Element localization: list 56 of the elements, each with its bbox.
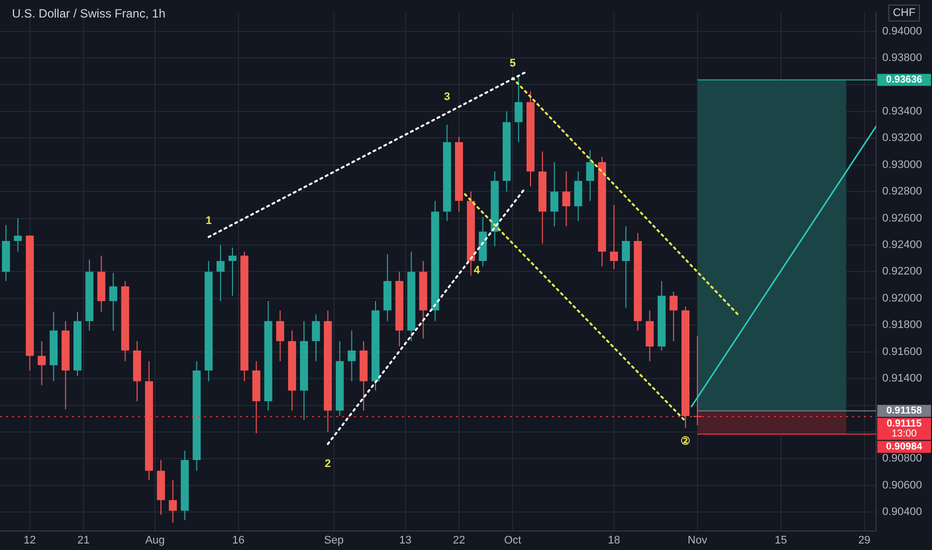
y-tick-label: 0.91800: [882, 319, 922, 332]
y-tick-label: 0.92600: [882, 212, 922, 224]
y-tick-label: 0.92000: [882, 292, 922, 304]
y-axis-title: CHF: [892, 7, 916, 20]
y-tick-label: 0.91400: [882, 372, 922, 385]
y-tick-label: 0.94000: [882, 25, 922, 38]
x-tick-label: 13: [399, 534, 412, 546]
candlestick: [38, 340, 46, 386]
candlestick: [312, 314, 320, 362]
y-tick-label: 0.90800: [882, 452, 922, 465]
chart-title: U.S. Dollar / Swiss Franc, 1h: [12, 6, 166, 20]
annotation: 2: [324, 458, 331, 470]
x-tick-label: Aug: [145, 534, 165, 546]
y-tick-label: 0.92200: [882, 266, 922, 278]
y-tick-label: 0.92400: [882, 239, 922, 252]
x-tick-label: 29: [858, 534, 870, 546]
candlestick: [276, 310, 284, 362]
annotation: 3: [444, 90, 450, 103]
y-tick-label: 0.90400: [882, 506, 922, 518]
candlestick: [550, 162, 558, 227]
candlestick: [562, 171, 570, 227]
y-tick-label: 0.93400: [882, 105, 922, 118]
annotation: 5: [510, 57, 516, 70]
y-tick-label: 0.93200: [882, 132, 922, 144]
ref-line-label: 0.93636: [886, 74, 923, 86]
x-tick-label: 12: [24, 534, 36, 546]
x-tick-label: 22: [452, 534, 466, 546]
annotation: 1: [206, 215, 212, 228]
annotation: ②: [680, 435, 690, 448]
candlestick: [514, 74, 523, 143]
candlestick: [109, 272, 118, 331]
y-tick-label: 0.91600: [882, 346, 922, 358]
y-tick-label: 0.90600: [882, 479, 922, 492]
candlestick: [228, 247, 236, 296]
candlestick: [168, 480, 177, 524]
candlestick: [610, 204, 618, 270]
candlestick: [14, 218, 22, 252]
x-tick-label: 15: [774, 534, 787, 546]
ref-line-label: 0.91158: [886, 406, 922, 417]
x-tick-label: 21: [77, 534, 90, 546]
x-tick-label: Nov: [688, 534, 708, 546]
candlestick: [622, 226, 630, 308]
x-tick-label: 16: [232, 534, 245, 546]
y-tick-label: 0.93000: [882, 158, 922, 171]
candlestick: [586, 150, 594, 202]
y-tick-label: 0.93800: [882, 52, 922, 64]
x-tick-label: Sep: [324, 534, 344, 546]
ref-line-label: 0.91115 13:00: [886, 418, 922, 440]
candlestick: [670, 291, 678, 342]
annotation: 4: [474, 264, 481, 276]
candlestick: [216, 244, 225, 302]
x-tick-label: Oct: [504, 534, 522, 546]
x-tick-label: 18: [608, 534, 620, 546]
y-tick-label: 0.92800: [882, 186, 922, 198]
candlestick: [348, 330, 356, 382]
ref-line-label: 0.90984: [886, 442, 923, 453]
